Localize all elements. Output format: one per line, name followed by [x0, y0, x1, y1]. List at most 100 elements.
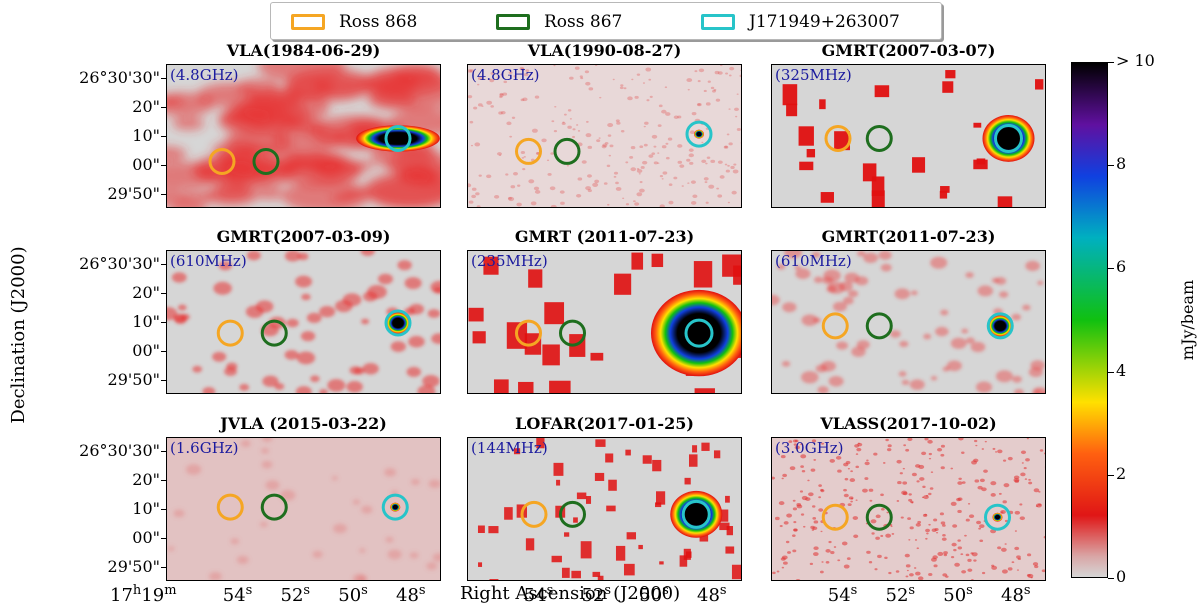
noise-blob	[777, 263, 786, 270]
noise-blob	[1028, 478, 1031, 481]
noise-blob	[832, 301, 848, 312]
noise-blob	[385, 536, 394, 543]
noise-blob	[566, 164, 570, 167]
noise-blob	[952, 524, 958, 528]
noise-blob	[925, 537, 928, 540]
noise-blob	[469, 120, 474, 124]
noise-blob	[226, 362, 238, 371]
noise-blob	[710, 86, 715, 90]
noise-blob	[409, 552, 419, 559]
noise-blob	[546, 159, 550, 162]
noise-blob	[665, 142, 669, 145]
panel-frequency: (144MHz)	[471, 439, 548, 457]
ross-868-marker	[208, 147, 236, 175]
noise-blob	[813, 317, 821, 323]
noise-blob	[885, 438, 889, 442]
y-tick-mark	[161, 567, 166, 568]
noise-blob	[246, 251, 261, 261]
noise-blob	[642, 455, 652, 464]
noise-blob	[801, 371, 819, 384]
noise-blob	[218, 106, 298, 137]
noise-blob	[964, 534, 967, 537]
noise-blob	[640, 166, 645, 169]
noise-blob	[431, 333, 440, 344]
noise-blob	[930, 471, 934, 474]
noise-blob	[614, 273, 632, 295]
noise-blob	[478, 174, 482, 177]
panel-title: VLA(1990-08-27)	[527, 41, 682, 60]
noise-blob	[498, 111, 503, 115]
noise-blob	[915, 523, 921, 527]
noise-blob	[652, 459, 662, 472]
noise-blob	[780, 455, 786, 459]
noise-blob	[319, 388, 328, 393]
noise-blob	[470, 207, 473, 208]
noise-blob	[659, 204, 665, 207]
noise-blob	[642, 160, 648, 165]
noise-blob	[594, 65, 598, 67]
noise-blob	[845, 460, 851, 465]
radio-source	[988, 315, 1013, 337]
ross-867-marker	[559, 500, 586, 528]
noise-blob	[846, 557, 851, 560]
noise-blob	[890, 525, 893, 528]
noise-blob	[468, 200, 474, 204]
colorbar-tick-mark	[1108, 165, 1114, 167]
noise-blob	[522, 68, 525, 71]
noise-blob	[284, 349, 299, 360]
colorbar-tick-label: 2	[1116, 463, 1127, 483]
noise-blob	[625, 449, 631, 456]
noise-blob	[902, 467, 905, 470]
heatmap-panel: (235MHz)	[467, 250, 742, 394]
noise-blob	[973, 159, 988, 170]
noise-blob	[815, 364, 828, 373]
noise-blob	[1019, 516, 1025, 521]
noise-blob	[965, 272, 974, 279]
noise-blob	[623, 87, 627, 90]
legend-entry-ross-868: Ross 868	[291, 11, 417, 33]
noise-blob	[885, 533, 892, 538]
noise-blob	[899, 472, 903, 475]
noise-blob	[553, 65, 556, 67]
noise-blob	[808, 492, 814, 497]
noise-blob	[862, 163, 877, 182]
noise-blob	[957, 546, 963, 550]
noise-blob	[731, 564, 741, 580]
noise-blob	[905, 575, 909, 578]
noise-blob	[731, 190, 737, 195]
noise-blob	[886, 511, 889, 514]
noise-blob	[259, 521, 268, 528]
noise-blob	[772, 294, 780, 306]
noise-blob	[1021, 462, 1024, 464]
noise-blob	[677, 144, 683, 148]
noise-blob	[499, 92, 504, 96]
noise-blob	[536, 438, 545, 449]
noise-blob	[889, 330, 901, 338]
noise-blob	[880, 493, 884, 497]
noise-blob	[549, 380, 571, 393]
noise-blob	[909, 526, 914, 530]
noise-blob	[569, 118, 572, 120]
noise-blob	[829, 459, 835, 463]
noise-blob	[587, 189, 592, 193]
noise-blob	[533, 186, 540, 191]
noise-blob	[895, 570, 900, 573]
noise-blob	[967, 568, 973, 572]
noise-blob	[819, 99, 826, 110]
noise-blob	[857, 442, 860, 445]
x-tick-label: 48s	[1001, 583, 1031, 606]
heatmap-panel: (4.8GHz)	[166, 64, 441, 208]
noise-blob	[335, 299, 353, 313]
noise-blob	[597, 575, 604, 580]
noise-blob	[795, 579, 801, 580]
heatmap-panel: (4.8GHz)	[467, 64, 742, 208]
noise-blob	[728, 108, 731, 110]
noise-blob	[404, 277, 422, 290]
legend-label: J171949+263007	[749, 12, 900, 32]
noise-blob	[230, 538, 240, 545]
noise-blob	[599, 96, 602, 99]
noise-blob	[585, 186, 592, 191]
noise-blob	[851, 346, 866, 357]
noise-blob	[973, 559, 977, 562]
noise-blob	[856, 447, 862, 452]
